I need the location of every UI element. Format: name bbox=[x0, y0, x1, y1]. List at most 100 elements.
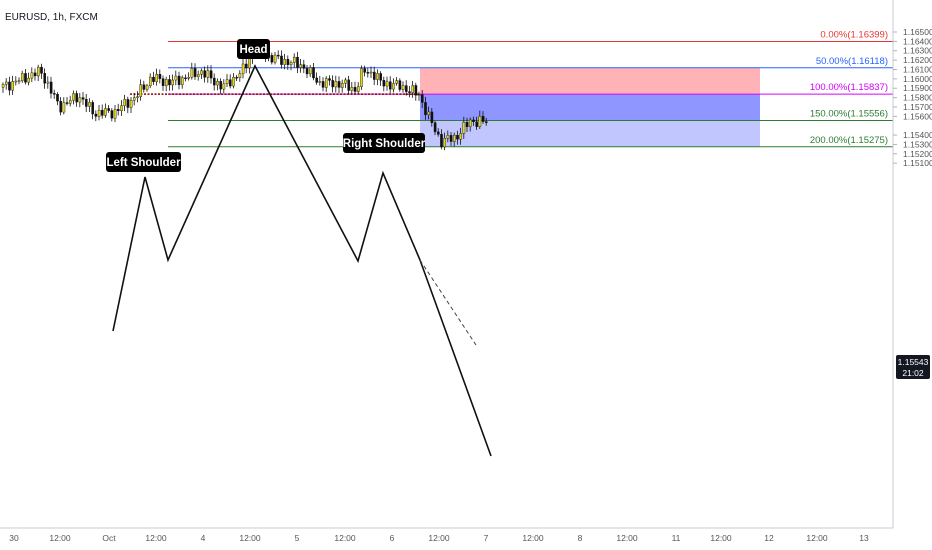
candle-body bbox=[65, 102, 69, 104]
candle-body bbox=[433, 122, 437, 133]
annotation-badge bbox=[237, 39, 270, 59]
time-tick-label: 4 bbox=[201, 533, 206, 543]
candle-body bbox=[62, 102, 66, 113]
price-tick-label: 1.15400 bbox=[903, 130, 932, 140]
candle-body bbox=[203, 70, 207, 78]
candle-body bbox=[209, 70, 213, 79]
risk-reward-zones bbox=[420, 67, 760, 147]
candle-body bbox=[158, 74, 162, 79]
candle-body bbox=[357, 86, 360, 92]
candle-body bbox=[152, 76, 155, 82]
price-tick-label: 1.15800 bbox=[903, 93, 932, 103]
candle-body bbox=[33, 72, 37, 77]
candle-body bbox=[376, 73, 379, 80]
candle-body bbox=[174, 75, 178, 81]
candle-body bbox=[248, 58, 251, 69]
candle-body bbox=[232, 77, 235, 87]
candle-body bbox=[161, 78, 165, 86]
candle-body bbox=[187, 77, 191, 79]
candle-body bbox=[110, 110, 114, 119]
candle-body bbox=[11, 81, 15, 91]
candle-body bbox=[414, 85, 418, 96]
time-tick-label: 13 bbox=[859, 533, 869, 543]
candle-body bbox=[280, 55, 283, 65]
candlestick-series bbox=[1, 38, 488, 151]
candle-body bbox=[344, 79, 347, 84]
candle-body bbox=[235, 77, 239, 79]
candle-body bbox=[270, 55, 274, 63]
candle-body bbox=[366, 72, 370, 74]
fib-level-label: 0.00%(1.16399) bbox=[820, 29, 888, 40]
candle-body bbox=[244, 63, 248, 69]
candle-body bbox=[68, 100, 72, 104]
candle-body bbox=[427, 111, 431, 115]
candle-body bbox=[273, 54, 277, 63]
time-tick-label: 6 bbox=[390, 533, 395, 543]
annotation-badge bbox=[343, 133, 425, 153]
time-tick-label: 12:00 bbox=[239, 533, 261, 543]
fib-level-label: 100.00%(1.15837) bbox=[810, 82, 888, 93]
candle-body bbox=[328, 78, 331, 81]
time-tick-label: 12:00 bbox=[145, 533, 167, 543]
candle-body bbox=[309, 67, 312, 75]
candle-body bbox=[277, 54, 280, 57]
candle-body bbox=[405, 85, 408, 92]
candle-body bbox=[91, 102, 94, 115]
time-tick-label: 30 bbox=[9, 533, 19, 543]
candle-body bbox=[440, 134, 443, 148]
candle-body bbox=[401, 85, 405, 90]
candle-body bbox=[325, 78, 328, 88]
time-tick-label: 12:00 bbox=[334, 533, 356, 543]
candle-body bbox=[446, 135, 450, 139]
candle-body bbox=[312, 67, 315, 79]
candle-body bbox=[449, 135, 453, 142]
candle-body bbox=[17, 80, 21, 82]
candle-body bbox=[462, 121, 466, 134]
candle-body bbox=[289, 62, 293, 65]
price-axis[interactable]: 1.165001.164001.163001.162001.161001.160… bbox=[893, 27, 932, 168]
candle-body bbox=[302, 64, 306, 69]
candle-body bbox=[21, 73, 24, 81]
time-axis[interactable]: 30 12:00 Oct 12:00 4 12:00 5 12:00 6 12:00 7 12:00 8… bbox=[9, 533, 869, 543]
candle-body bbox=[318, 81, 322, 83]
candle-body bbox=[180, 77, 184, 85]
candle-body bbox=[395, 80, 399, 84]
candle-body bbox=[478, 116, 482, 127]
time-tick-label: 12:00 bbox=[616, 533, 638, 543]
candle-body bbox=[411, 85, 415, 93]
candle-body bbox=[81, 97, 85, 100]
candle-body bbox=[30, 72, 34, 79]
candle-body bbox=[53, 93, 56, 95]
candle-body bbox=[228, 79, 232, 87]
stop-loss-zone bbox=[420, 67, 760, 95]
candle-body bbox=[46, 81, 50, 84]
price-tick-label: 1.16500 bbox=[903, 27, 932, 37]
candle-body bbox=[379, 73, 383, 81]
candle-body bbox=[190, 68, 194, 78]
price-tick-label: 1.15900 bbox=[903, 83, 932, 93]
annotation-badge bbox=[106, 152, 181, 172]
candle-body bbox=[475, 121, 479, 127]
symbol-label[interactable]: EURUSD, 1h, FXCM bbox=[5, 12, 98, 23]
candle-body bbox=[107, 108, 110, 111]
candle-body bbox=[430, 111, 434, 123]
candle-body bbox=[225, 79, 229, 85]
candle-body bbox=[369, 71, 373, 74]
candle-body bbox=[123, 99, 126, 106]
candle-body bbox=[136, 96, 139, 98]
candle-body bbox=[417, 94, 421, 96]
candle-body bbox=[40, 66, 43, 74]
candle-body bbox=[94, 113, 98, 117]
candle-body bbox=[408, 91, 411, 93]
pattern-annotations: Left Shoulder Head Right Shoulder bbox=[106, 39, 426, 172]
candle-body bbox=[296, 56, 299, 68]
candle-body bbox=[293, 56, 296, 63]
time-tick-label: 12:00 bbox=[428, 533, 450, 543]
time-tick-label: 12:00 bbox=[522, 533, 544, 543]
price-tick-label: 1.15200 bbox=[903, 149, 932, 159]
candle-body bbox=[485, 121, 488, 123]
time-tick-label: 7 bbox=[484, 533, 489, 543]
candle-body bbox=[456, 135, 459, 140]
candle-body bbox=[437, 131, 440, 135]
